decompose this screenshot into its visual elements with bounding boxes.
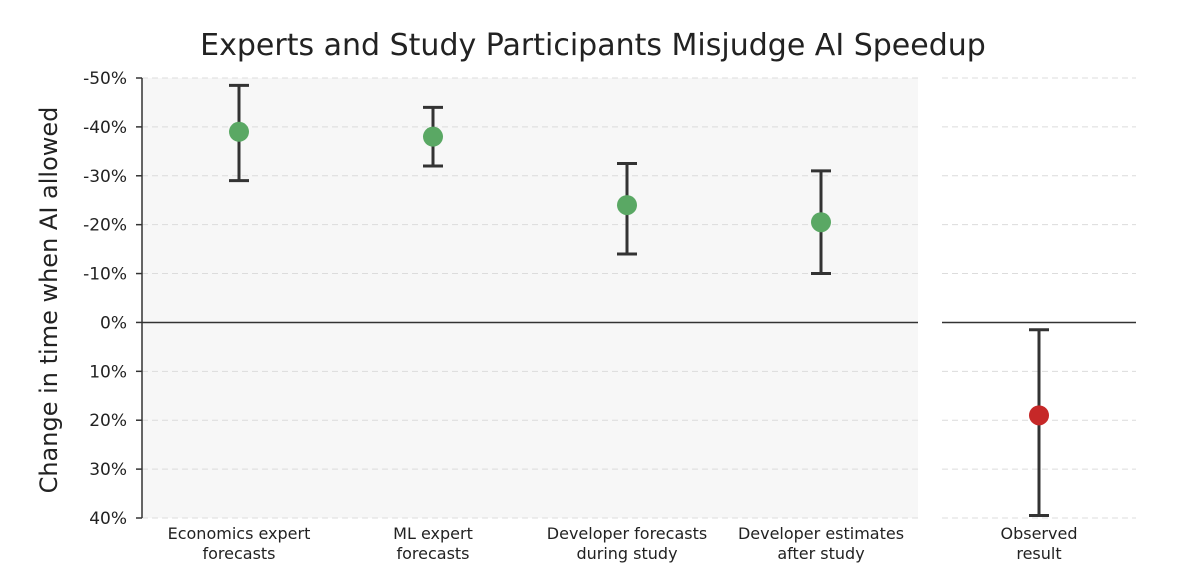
category-label: ML expert forecasts <box>393 524 473 563</box>
y-tick-label: -30% <box>83 167 127 187</box>
panel-background-forecasts <box>142 78 918 518</box>
y-axis-label: Change in time when AI allowed <box>35 107 63 494</box>
y-tick-label: 30% <box>89 460 127 480</box>
category-label: Developer estimates after study <box>738 524 904 563</box>
y-tick-label: -20% <box>83 216 127 236</box>
category-label: Developer forecasts during study <box>547 524 707 563</box>
category-label: Economics expert forecasts <box>168 524 311 563</box>
data-point <box>811 212 831 233</box>
y-tick-label: 0% <box>100 313 127 333</box>
category-label: Observed result <box>1001 524 1078 563</box>
plot-area: Economics expert forecasts ML expert foreca… <box>83 69 1136 563</box>
data-point <box>617 195 637 216</box>
y-tick-label: -50% <box>83 69 127 89</box>
y-tick-label: 10% <box>89 362 127 382</box>
y-tick-label: -40% <box>83 118 127 138</box>
y-tick-label: 40% <box>89 509 127 529</box>
y-tick-label: 20% <box>89 411 127 431</box>
data-point <box>423 126 443 147</box>
chart-title: Experts and Study Participants Misjudge … <box>200 28 986 63</box>
y-tick-label: -10% <box>83 265 127 285</box>
data-point <box>229 121 249 142</box>
data-point <box>1029 405 1049 426</box>
